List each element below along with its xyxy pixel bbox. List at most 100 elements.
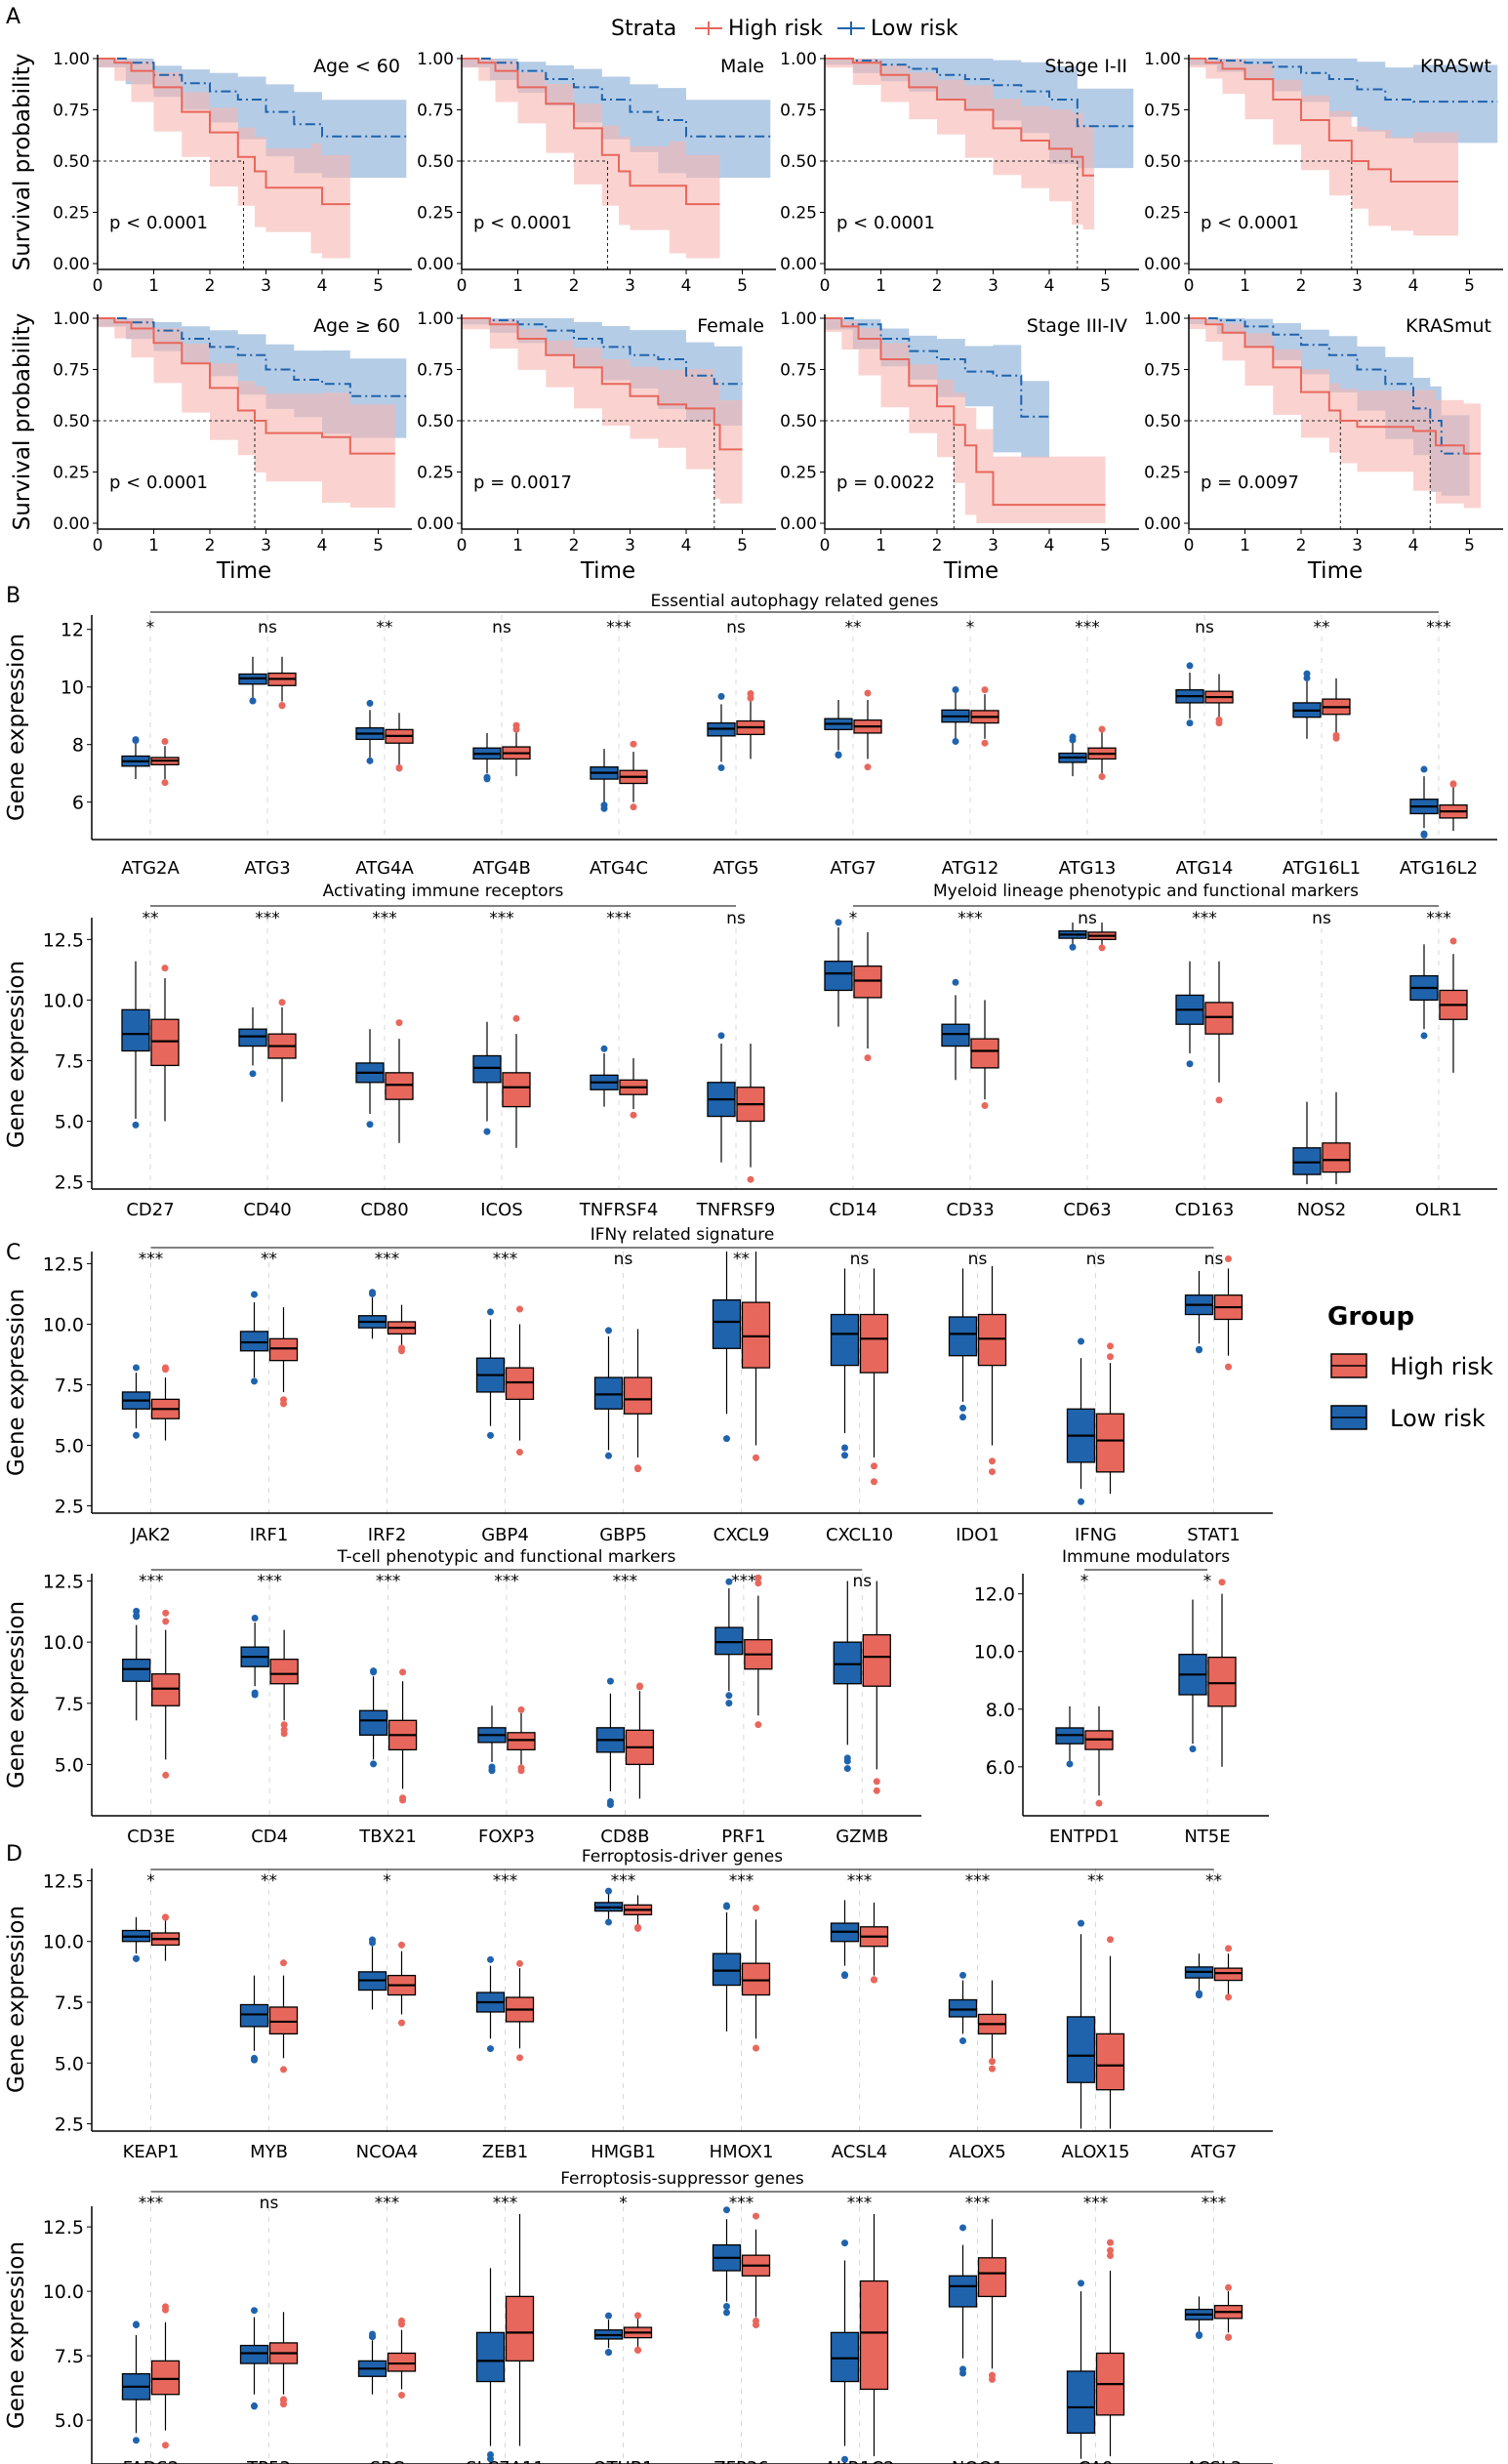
iqr-box <box>239 2003 269 2028</box>
km-panel-4: 0 1 2 3 4 5 0.00 0.25 0.50 0.75 1.00 KRASwt p < 0.00… <box>1144 50 1503 296</box>
significance-label: *** <box>1075 618 1100 637</box>
iqr-box <box>1292 1147 1322 1175</box>
outlier-point <box>717 692 725 700</box>
km-y-tick-label: 0.50 <box>780 152 817 172</box>
outlier-point <box>161 965 169 972</box>
gene-label: NOS2 <box>1297 1200 1347 1220</box>
km-x-tick-label: 5 <box>1464 276 1475 296</box>
gene-tnfrsf9: ns TNFRSF9 <box>696 909 776 1220</box>
significance-label: ns <box>852 1572 872 1591</box>
low-risk-box <box>239 1291 269 1385</box>
low-risk-box <box>122 1607 151 1721</box>
outlier-point <box>487 2455 494 2463</box>
km-y-tick-label: 0.00 <box>417 255 454 274</box>
km-y-tick-label: 0.25 <box>780 204 817 224</box>
gene-cd163: *** CD163 <box>1175 909 1235 1220</box>
km-x-tick-label: 3 <box>261 276 271 296</box>
high-risk-box <box>623 1329 653 1473</box>
outlier-point <box>843 1765 851 1773</box>
outlier-point <box>989 2371 996 2379</box>
gene-label: CD63 <box>1063 1200 1111 1220</box>
km-subgroup-label: Age ≥ 60 <box>313 315 400 337</box>
gene-alox15: ** ALOX15 <box>1062 1871 1130 2162</box>
outlier-point <box>1420 1032 1428 1040</box>
significance-label: *** <box>1202 2194 1227 2213</box>
high-risk-box <box>268 1959 299 2074</box>
gene-group-title: Ferroptosis-driver genes <box>582 1847 783 1867</box>
high-risk-box <box>1084 1705 1114 1807</box>
km-y-tick-label: 1.00 <box>53 50 90 69</box>
km-y-axis-title: Survival probability <box>10 54 35 271</box>
km-x-tick-label: 5 <box>1464 536 1475 555</box>
iqr-box <box>239 2344 269 2364</box>
km-subgroup-label: KRASwt <box>1420 56 1491 77</box>
outlier-point <box>133 1431 140 1439</box>
km-x-tick-label: 2 <box>932 536 943 555</box>
gene-label: JAK2 <box>130 1525 171 1545</box>
panel-label-a: A <box>6 5 20 29</box>
km-y-tick-label: 0.75 <box>1144 102 1181 121</box>
km-x-tick-label: 2 <box>569 536 580 555</box>
outlier-point <box>606 1677 614 1685</box>
outlier-point <box>952 978 959 986</box>
significance-label: ** <box>845 618 862 637</box>
high-risk-box <box>741 1905 771 2052</box>
gene-atg4b: ns ATG4B <box>472 618 531 879</box>
outlier-point <box>723 2206 730 2214</box>
iqr-box <box>150 1018 180 1067</box>
gene-label: IRF1 <box>250 1525 289 1545</box>
gene-cd40: *** CD40 <box>238 909 297 1220</box>
low-risk-box <box>239 2307 269 2410</box>
km-y-tick-label: 0.00 <box>1144 255 1181 274</box>
gene-fads2: *** FADS2 <box>121 2194 181 2464</box>
low-risk-box <box>1055 1705 1084 1768</box>
outlier-point <box>952 685 959 693</box>
gene-label: TBX21 <box>358 1827 417 1847</box>
significance-label: *** <box>1426 909 1451 928</box>
gene-alox5: *** ALOX5 <box>948 1871 1007 2162</box>
km-panel-3: 0 1 2 3 4 5 0.00 0.25 0.50 0.75 1.00 Stage I-II p < … <box>780 50 1139 296</box>
km-panel-6: 0 1 2 3 4 5 0.00 0.25 0.50 0.75 1.00 Female p = 0.00… <box>417 309 776 584</box>
boxplot-box-c2: 5.0 7.5 10.0 12.5 Gene expression T-cell phen… <box>4 1547 921 1847</box>
km-x-tick-label: 4 <box>1044 276 1055 296</box>
significance-label: *** <box>257 1572 282 1591</box>
km-panel-2: 0 1 2 3 4 5 0.00 0.25 0.50 0.75 1.00 Male p < 0.0001 <box>417 50 776 296</box>
outlier-point <box>605 2349 612 2357</box>
outlier-point <box>1078 2279 1084 2287</box>
box-y-tick-label: 2.5 <box>55 1172 84 1194</box>
km-y-tick-label: 0.00 <box>53 514 90 534</box>
outlier-point <box>1225 2283 1232 2291</box>
outlier-point <box>133 1612 141 1620</box>
gene-cd33: *** CD33 <box>941 909 999 1220</box>
low-risk-box <box>1292 670 1322 739</box>
iqr-box <box>830 1313 860 1367</box>
significance-label: *** <box>375 1250 400 1269</box>
low-risk-box <box>830 1268 860 1459</box>
km-y-tick-label: 0.25 <box>1144 204 1181 224</box>
iqr-box <box>862 1633 891 1687</box>
gene-nt5e: * NT5E <box>1178 1572 1237 1847</box>
km-high-risk-curve <box>462 58 720 206</box>
gene-label: ATG13 <box>1059 858 1117 879</box>
km-x-tick-label: 0 <box>457 536 468 555</box>
iqr-box <box>714 1626 744 1656</box>
high-risk-box <box>387 1304 417 1355</box>
box-y-tick-label: 12 <box>61 620 84 641</box>
significance-label: * <box>146 1871 155 1891</box>
gene-atg4c: *** ATG4C <box>590 618 648 879</box>
significance-label: *** <box>493 1250 518 1269</box>
outlier-point <box>959 2224 966 2232</box>
low-risk-box <box>712 1252 742 1443</box>
panel-label-d: D <box>6 1842 22 1867</box>
iqr-box <box>121 1008 150 1052</box>
iqr-box <box>1207 1656 1237 1707</box>
significance-label: * <box>849 909 858 928</box>
gene-label: KEAP1 <box>123 2142 180 2162</box>
outlier-point <box>871 1462 877 1470</box>
high-risk-box <box>267 656 297 710</box>
km-x-tick-label: 1 <box>512 276 523 296</box>
outlier-point <box>753 2212 759 2220</box>
km-high-ci-band <box>825 318 1106 523</box>
high-risk-box <box>736 1044 765 1183</box>
high-risk-box <box>853 689 882 771</box>
